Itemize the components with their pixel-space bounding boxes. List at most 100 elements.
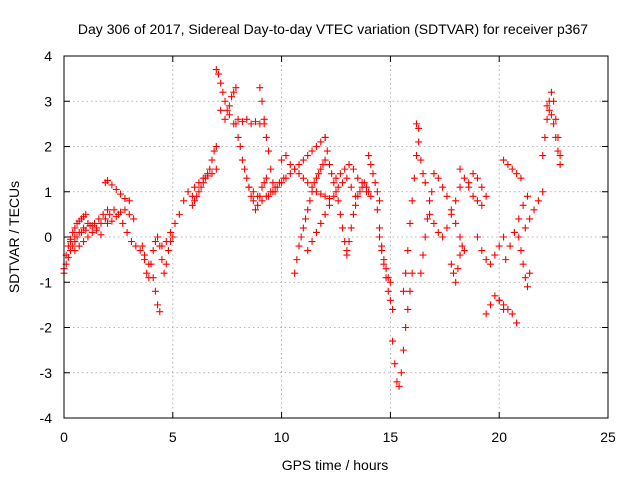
data-point (236, 143, 244, 150)
data-point (452, 219, 460, 227)
data-point (443, 192, 451, 200)
data-point (84, 219, 92, 227)
y-tick-label: 1 (44, 184, 52, 200)
data-point (367, 161, 375, 169)
series-s30 (426, 183, 464, 241)
data-point (180, 197, 188, 205)
data-point (556, 152, 564, 160)
data-point (376, 233, 384, 241)
data-point (104, 219, 112, 227)
series-s4 (101, 176, 133, 205)
data-point (469, 192, 477, 200)
x-tick-labels: 0 5 10 15 20 25 (60, 429, 616, 445)
series-s5 (104, 206, 138, 227)
data-point (217, 106, 225, 114)
data-point (426, 197, 434, 205)
data-point (123, 228, 131, 236)
data-point (456, 165, 464, 173)
data-point (221, 97, 229, 105)
data-point (543, 115, 551, 123)
data-point (312, 143, 320, 150)
data-point (332, 188, 340, 196)
data-point (238, 156, 246, 164)
data-point (95, 215, 103, 223)
data-point (299, 156, 307, 164)
data-point (515, 233, 523, 241)
data-point (323, 147, 331, 155)
data-point (84, 233, 92, 241)
data-point (450, 269, 458, 277)
data-point (386, 296, 394, 304)
series-s28 (413, 120, 429, 187)
y-tick-label: 3 (44, 93, 52, 109)
data-point (141, 256, 149, 264)
data-point (539, 188, 547, 196)
data-point (267, 165, 275, 173)
data-point (132, 242, 140, 250)
data-point (321, 192, 329, 200)
data-point (167, 228, 175, 236)
data-point (219, 88, 227, 96)
data-point (208, 170, 216, 178)
data-point (389, 305, 397, 313)
data-point (517, 174, 525, 182)
series-s39 (500, 156, 525, 182)
data-point (434, 228, 442, 236)
data-point (328, 170, 336, 178)
y-tick-label: 0 (44, 229, 52, 245)
data-point (552, 133, 560, 141)
data-point (406, 287, 414, 295)
data-point (149, 247, 157, 255)
y-tick-label: 2 (44, 139, 52, 155)
data-point (452, 278, 460, 286)
data-point (108, 217, 116, 225)
data-point (365, 188, 373, 196)
data-point (547, 111, 555, 119)
x-axis-label: GPS time / hours (282, 457, 389, 473)
data-point (295, 242, 303, 250)
data-point (208, 156, 216, 164)
data-point (308, 238, 316, 246)
data-point (478, 201, 486, 209)
data-point (295, 161, 303, 169)
series-s32 (447, 242, 466, 286)
data-point (104, 176, 112, 184)
data-point (360, 179, 368, 187)
data-point (80, 238, 88, 246)
data-point (317, 190, 325, 198)
data-point (502, 256, 510, 264)
data-point (513, 319, 521, 327)
series-s18 (291, 156, 329, 277)
data-point (251, 118, 259, 126)
data-point (293, 256, 301, 264)
data-point (297, 233, 305, 241)
data-point (495, 242, 503, 250)
data-point (343, 174, 351, 182)
data-point (408, 269, 416, 277)
data-point (515, 215, 523, 223)
data-point (447, 260, 455, 268)
series-s22 (343, 179, 373, 259)
data-point (225, 111, 233, 119)
data-point (415, 124, 423, 132)
data-point (434, 174, 442, 182)
data-point (212, 165, 220, 173)
data-point (210, 147, 218, 155)
data-point (482, 310, 490, 318)
data-point (393, 378, 401, 386)
data-point (273, 183, 281, 191)
data-point (397, 369, 405, 377)
data-point (417, 156, 425, 164)
data-point (430, 170, 438, 178)
data-point (321, 156, 329, 164)
data-point (384, 274, 392, 282)
data-point (310, 179, 318, 187)
data-point (325, 195, 333, 203)
data-point (125, 210, 133, 218)
data-point (347, 224, 355, 232)
data-point (80, 224, 88, 232)
data-point (191, 183, 199, 191)
series-s25 (376, 233, 394, 286)
data-point (478, 183, 486, 191)
